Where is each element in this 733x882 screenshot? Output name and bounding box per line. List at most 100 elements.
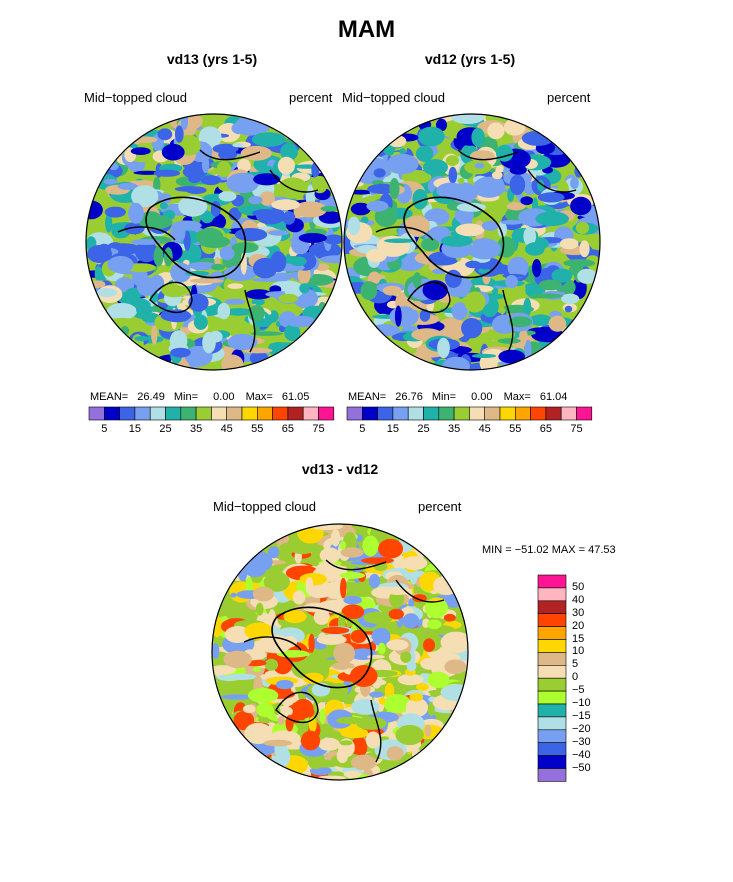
- field-blob: [218, 191, 237, 202]
- colorbar-swatch: [134, 406, 151, 421]
- diff-map: [212, 524, 468, 780]
- colorbar-swatch: [499, 406, 516, 421]
- field-blob: [185, 186, 207, 194]
- field-blob: [299, 572, 327, 586]
- field-blob: [153, 246, 164, 267]
- field-blob: [131, 239, 161, 245]
- field-blob: [128, 202, 144, 224]
- field-blob: [252, 666, 262, 672]
- field-blob: [115, 277, 135, 293]
- field-blob: [188, 174, 202, 184]
- colorbar-swatch: [537, 652, 567, 666]
- field-blob: [263, 739, 293, 747]
- field-blob: [219, 246, 235, 261]
- field-blob: [153, 177, 161, 193]
- field-blob: [224, 673, 258, 681]
- field-blob: [320, 205, 338, 212]
- colorbar-tick-label: 45: [478, 423, 491, 435]
- field-blob: [365, 731, 381, 749]
- field-blob: [124, 222, 145, 235]
- panel-1-mean-value: 26.49: [137, 391, 165, 403]
- colorbar-tick-label: 50: [572, 580, 585, 593]
- field-blob: [251, 298, 265, 306]
- field-blob: [117, 182, 138, 190]
- colorbar-tick-label: 5: [572, 658, 579, 671]
- field-blob: [170, 347, 191, 358]
- panel-1-title: vd13 (yrs 1-5): [166, 51, 258, 67]
- field-blob: [161, 282, 188, 298]
- field-blob: [551, 268, 573, 283]
- field-blob: [423, 638, 435, 652]
- field-blob: [216, 160, 232, 177]
- field-blob: [366, 200, 389, 212]
- field-blob: [223, 650, 252, 669]
- field-blob: [378, 538, 404, 559]
- field-blob: [440, 235, 473, 247]
- field-blob: [174, 125, 184, 143]
- field-blob: [418, 126, 445, 147]
- field-blob: [217, 302, 231, 320]
- field-blob: [360, 281, 378, 300]
- field-blob: [319, 255, 342, 264]
- field-blob: [343, 595, 363, 605]
- field-blob: [271, 199, 301, 211]
- colorbar-swatch: [537, 639, 567, 653]
- field-blob: [444, 659, 467, 675]
- field-blob: [250, 331, 283, 336]
- colorbar-tick-label: −30: [572, 735, 591, 748]
- field-blob: [500, 219, 523, 225]
- colorbar-tick-label: 40: [572, 593, 585, 606]
- colorbar-swatch: [453, 406, 470, 421]
- field-blob: [436, 182, 465, 199]
- colorbar-tick-label: −40: [572, 748, 591, 761]
- field-blob: [412, 188, 428, 210]
- field-blob: [318, 737, 340, 751]
- field-blob: [212, 668, 224, 676]
- field-blob: [491, 287, 499, 295]
- panel-2-max-value: 61.04: [539, 391, 568, 403]
- field-blob: [268, 230, 290, 236]
- colorbar-swatch: [537, 768, 567, 782]
- colorbar-swatch: [537, 742, 567, 756]
- field-blob: [371, 627, 391, 647]
- colorbar-tick-label: −10: [572, 697, 591, 709]
- field-blob: [86, 200, 103, 220]
- field-blob: [577, 268, 598, 284]
- field-blob: [275, 679, 294, 690]
- field-blob: [153, 169, 181, 177]
- field-blob: [244, 622, 274, 640]
- field-blob: [237, 158, 251, 173]
- colorbar-swatch: [537, 626, 567, 640]
- field-blob: [496, 236, 516, 258]
- panel-2-units-label: percent: [547, 90, 591, 105]
- field-blob: [374, 206, 398, 227]
- colorbar-swatch: [545, 406, 562, 421]
- field-blob: [131, 185, 159, 208]
- field-blob: [520, 196, 534, 206]
- field-blob: [421, 238, 440, 252]
- diff-title: vd13 - vd12: [301, 461, 379, 477]
- colorbar-swatch: [287, 406, 304, 421]
- field-blob: [278, 293, 299, 304]
- field-blob: [430, 590, 437, 595]
- field-blob: [386, 746, 404, 761]
- diff-colorbar: [537, 574, 567, 782]
- field-blob: [389, 177, 400, 200]
- field-blob: [157, 128, 173, 141]
- field-blob: [350, 202, 371, 216]
- field-blob: [187, 261, 218, 271]
- colorbar-swatch: [165, 406, 182, 421]
- panel-2-colorbar: [346, 406, 593, 421]
- diff-minmax: MIN = −51.02 MAX = 47.53: [482, 544, 616, 556]
- field-blob: [442, 356, 470, 370]
- field-blob: [104, 206, 126, 218]
- colorbar-swatch: [537, 729, 567, 743]
- panel-1-max-label: Max=: [245, 391, 273, 403]
- field-blob: [373, 679, 387, 686]
- field-blob: [529, 314, 553, 327]
- field-blob: [474, 162, 485, 169]
- field-blob: [252, 257, 278, 279]
- colorbar-swatch: [537, 613, 567, 627]
- colorbar-swatch: [514, 406, 531, 421]
